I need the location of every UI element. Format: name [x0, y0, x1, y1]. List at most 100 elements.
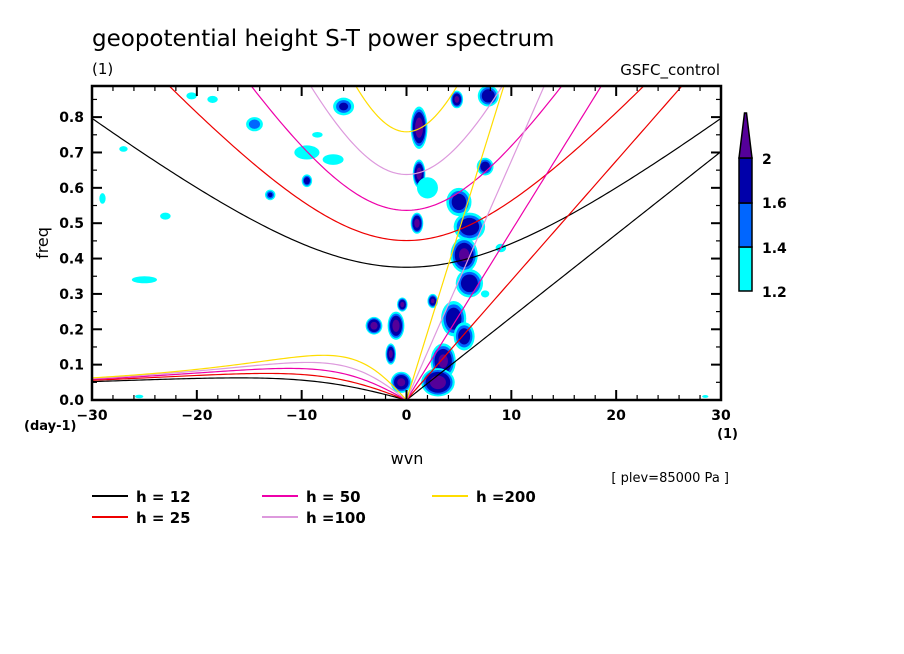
spectral-power-blob	[385, 343, 397, 365]
kelvin-curve-h100	[405, 86, 545, 400]
spectral-power-blob	[131, 276, 157, 284]
x-tick-label: −20	[181, 408, 212, 424]
spectral-power-blob	[207, 95, 218, 103]
legend-label: h = 50	[306, 488, 361, 506]
contour-level-1.2	[131, 276, 157, 284]
contour-level-2	[388, 349, 393, 359]
contour-level-2	[415, 117, 424, 138]
y-tick-label: 0.0	[59, 393, 84, 409]
colorbar-label: 1.2	[762, 285, 787, 301]
x-tick-label: −30	[76, 408, 107, 424]
spectral-power-blob	[427, 293, 438, 309]
colorbar: 1.2 1.4 1.6 2	[738, 112, 787, 301]
x-tick-label: 30	[711, 408, 731, 424]
contour-level-1.2	[186, 92, 197, 100]
x-axis-label: wvn	[391, 449, 424, 468]
ig1-curve-h12	[92, 117, 721, 268]
legend-item: h = 25	[92, 509, 191, 527]
spectral-power-blob	[416, 177, 438, 199]
contour-level-1.2	[119, 146, 128, 152]
contour-level-1.2	[416, 177, 438, 199]
ig1-curve-h50	[250, 86, 563, 211]
legend-item: h =100	[262, 509, 366, 527]
plev-annotation: [ plev=85000 Pa ]	[611, 471, 729, 486]
spectral-power-blob	[450, 237, 478, 273]
legend-item: h = 12	[92, 488, 191, 506]
spectral-power-blob	[160, 212, 171, 220]
spectral-power-blob	[453, 212, 486, 241]
colorbar-extend-triangle	[738, 112, 753, 159]
x-tick-label: 20	[606, 408, 626, 424]
legend-label: h =200	[476, 488, 536, 506]
y-tick-label: 0.6	[59, 181, 84, 197]
contour-level-1.6	[451, 193, 467, 211]
er1-curve-h200	[92, 354, 407, 400]
plot-frame	[90, 84, 723, 402]
y-axis-label: freq	[33, 227, 52, 259]
contour-level-1.2	[99, 193, 106, 204]
legend-label: h =100	[306, 509, 366, 527]
contour-level-2	[454, 96, 460, 103]
contour-level-2	[414, 218, 420, 228]
spectral-power-blob	[476, 157, 494, 176]
contour-fills	[99, 86, 709, 399]
contour-level-1.2	[480, 290, 490, 298]
x-tick-label: 0	[402, 408, 412, 424]
spectral-power-blob	[410, 106, 428, 149]
contour-level-2	[370, 321, 378, 330]
legend-label: h = 25	[136, 509, 191, 527]
y-axis-unit: (day-1)	[24, 419, 76, 434]
legend-item: h = 50	[262, 488, 361, 506]
spectral-power-blob	[119, 146, 128, 152]
y-tick-label: 0.5	[59, 216, 84, 232]
er1-curve-h100	[92, 361, 407, 400]
contour-level-2	[438, 354, 448, 368]
y-tick-label: 0.4	[59, 252, 84, 268]
contour-level-1.2	[134, 394, 144, 399]
kelvin-curve-h200	[405, 86, 505, 400]
y-tick-label: 0.8	[59, 110, 84, 126]
er1-curve-h50	[92, 367, 407, 400]
contour-level-1.6	[339, 102, 349, 111]
dispersion-curves	[92, 86, 721, 400]
contour-level-2	[416, 167, 422, 180]
spectral-power-blob	[450, 90, 464, 109]
contour-level-1.6	[480, 161, 490, 172]
colorbar-label: 1.6	[762, 196, 787, 212]
contour-level-1.2	[294, 145, 320, 160]
spectral-power-blob	[421, 368, 455, 397]
spectral-power-blob	[480, 290, 490, 298]
spectral-power-blob	[477, 86, 499, 107]
er1-curve-h12	[92, 377, 407, 400]
ig1-curve-h200	[355, 86, 458, 133]
spectral-power-blob	[186, 92, 197, 100]
kelvin-curve-h12	[406, 151, 721, 400]
colorbar-label: 2	[762, 152, 772, 168]
ig1-curve-h25	[168, 86, 645, 242]
kelvin-curve-h25	[406, 86, 683, 400]
contour-level-1.2	[312, 131, 323, 138]
colorbar-segment	[738, 157, 753, 204]
contour-level-2	[392, 319, 400, 332]
spectral-power-blob	[453, 322, 475, 351]
y-tick-label: 0.1	[59, 358, 84, 374]
spectral-power-blob	[99, 193, 106, 204]
spectral-power-blob	[365, 316, 383, 335]
x-tick-labels: −30 −20 −10 0 10 20 30	[76, 408, 731, 424]
y-tick-labels: 0.0 0.1 0.2 0.3 0.4 0.5 0.6 0.7 0.8	[59, 110, 84, 409]
y-tick-label: 0.2	[59, 322, 84, 338]
contour-level-1.2	[207, 95, 218, 103]
spectral-power-blob	[390, 371, 412, 393]
contour-level-1.6	[458, 328, 471, 345]
contour-level-2	[429, 375, 446, 390]
spectral-power-blob	[294, 145, 320, 160]
colorbar-segment	[738, 246, 753, 292]
legend-item: h =200	[432, 488, 536, 506]
ig1-curve-h100	[309, 86, 504, 176]
contour-level-1.6	[481, 89, 495, 103]
chart-title: geopotential height S-T power spectrum	[92, 26, 554, 52]
contour-level-1.6	[460, 274, 478, 293]
spectral-power-blob	[397, 297, 408, 312]
colorbar-segment	[738, 202, 753, 248]
